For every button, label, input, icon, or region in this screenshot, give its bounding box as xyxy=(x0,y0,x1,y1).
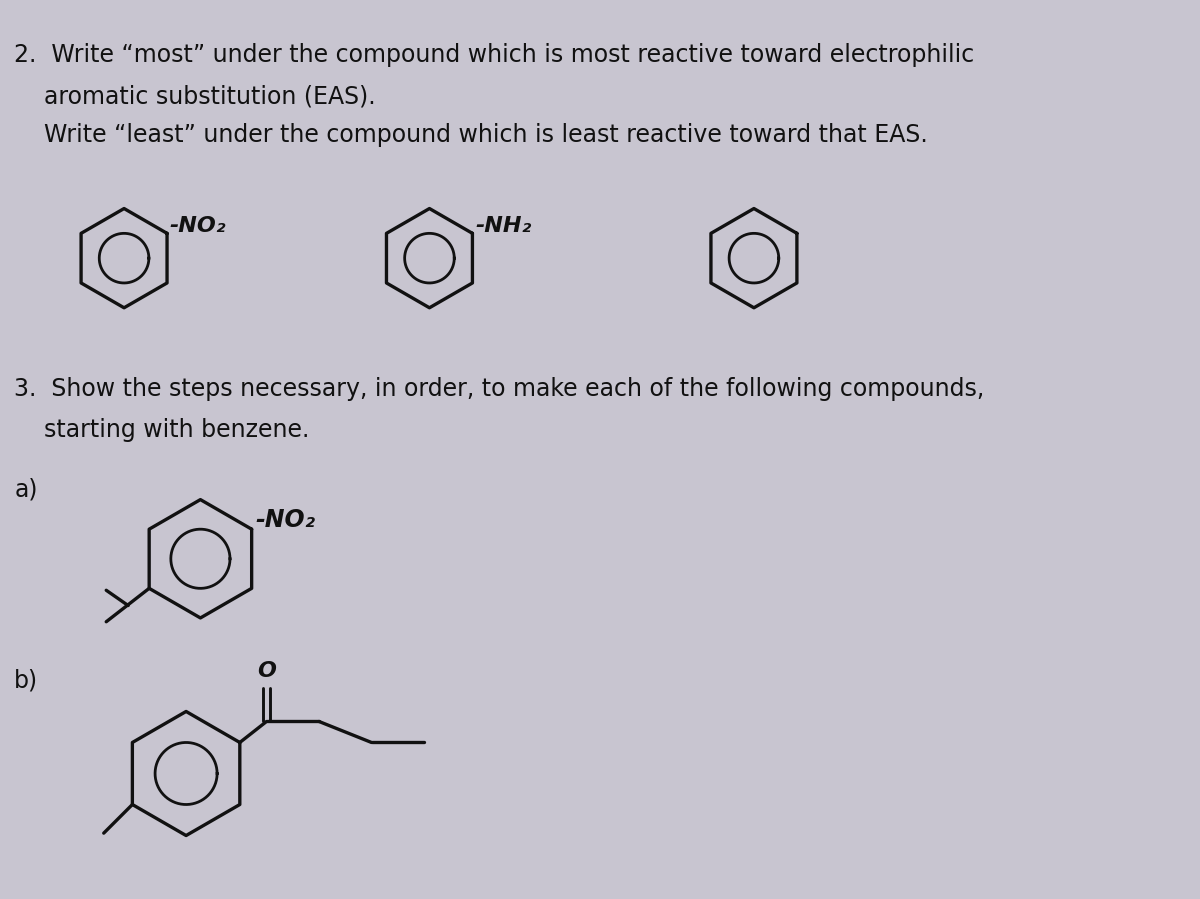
Text: -NH₂: -NH₂ xyxy=(475,216,532,236)
Text: -NO₂: -NO₂ xyxy=(256,508,316,531)
Text: b): b) xyxy=(14,669,38,692)
Text: -NO₂: -NO₂ xyxy=(170,216,227,236)
Text: aromatic substitution (EAS).: aromatic substitution (EAS). xyxy=(14,85,376,109)
Text: 3.  Show the steps necessary, in order, to make each of the following compounds,: 3. Show the steps necessary, in order, t… xyxy=(14,378,984,402)
Text: starting with benzene.: starting with benzene. xyxy=(14,418,310,442)
Text: Write “least” under the compound which is least reactive toward that EAS.: Write “least” under the compound which i… xyxy=(14,122,928,147)
Text: 2.  Write “most” under the compound which is most reactive toward electrophilic: 2. Write “most” under the compound which… xyxy=(14,43,974,67)
Text: a): a) xyxy=(14,477,38,502)
Text: O: O xyxy=(257,661,276,681)
